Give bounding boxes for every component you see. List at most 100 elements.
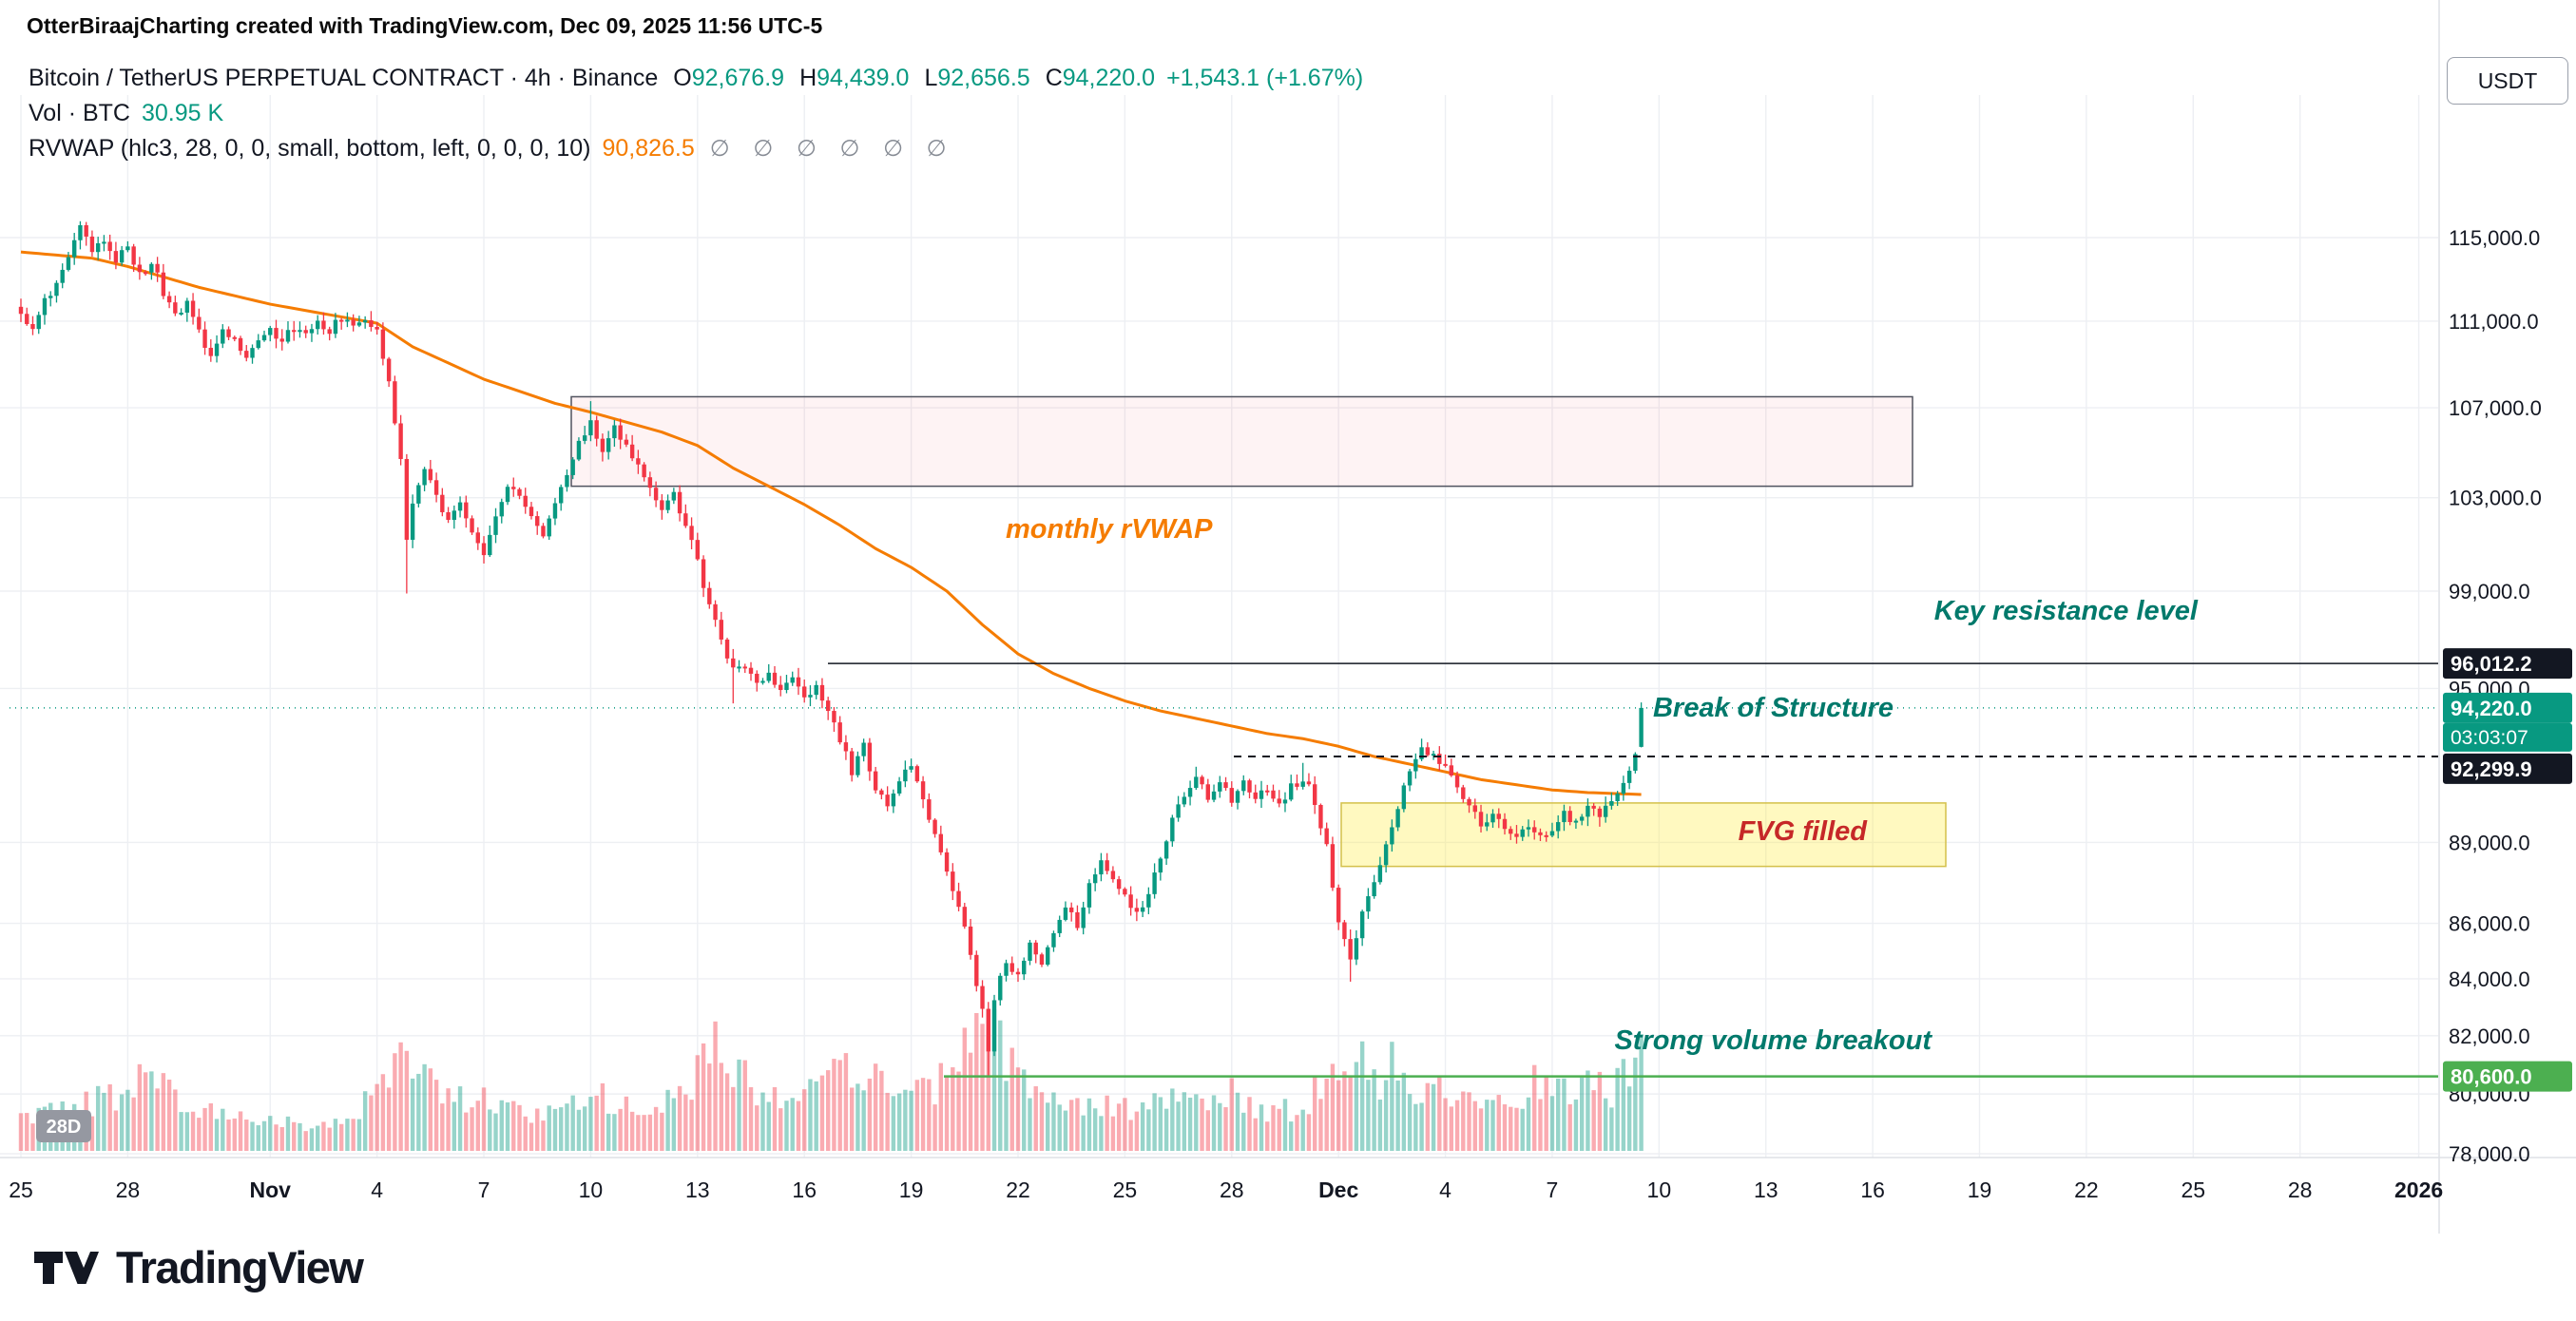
- volume-bar: [1579, 1077, 1585, 1151]
- volume-bar: [808, 1079, 813, 1151]
- candle-body: [849, 751, 855, 775]
- volume-bar: [832, 1059, 836, 1151]
- volume-bar: [202, 1107, 207, 1151]
- candle-countdown: 03:03:07: [2451, 727, 2528, 749]
- candle-body: [1449, 765, 1454, 776]
- fvg-label[interactable]: FVG filled: [1739, 816, 1869, 847]
- price-axis[interactable]: 115,000.0 111,000.0 107,000.0 103,000.0 99,0…: [2443, 226, 2572, 1166]
- volume-bar: [713, 1021, 718, 1151]
- tradingview-footer: TradingView: [32, 1241, 364, 1293]
- time-tick-label: 22: [1006, 1177, 1030, 1202]
- volume-bar: [279, 1126, 284, 1151]
- volume-bar: [173, 1089, 178, 1151]
- volume-bar: [559, 1107, 564, 1151]
- volume-bar: [1039, 1092, 1045, 1151]
- candle-body: [986, 1008, 990, 1052]
- candle-body: [137, 264, 143, 273]
- volume-breakout-price: 80,600.0: [2451, 1065, 2532, 1089]
- candle-body: [1621, 782, 1626, 795]
- monthly-rvwap-label[interactable]: monthly rVWAP: [1006, 514, 1213, 545]
- symbol-title[interactable]: Bitcoin / TetherUS PERPETUAL CONTRACT · …: [29, 65, 659, 91]
- volume-bar: [535, 1108, 540, 1151]
- volume-bar: [380, 1074, 386, 1151]
- resistance-zone-box[interactable]: [570, 395, 1913, 488]
- candle-body: [1295, 783, 1299, 787]
- volume-bar: [570, 1095, 575, 1151]
- candle-body: [1170, 817, 1175, 842]
- volume-bar: [1176, 1101, 1181, 1151]
- candle-body: [1033, 942, 1038, 955]
- candle-body: [1538, 832, 1543, 835]
- volume-bar: [493, 1113, 498, 1151]
- candle-body: [724, 639, 730, 659]
- volume-bar: [1639, 1034, 1644, 1151]
- candle-body: [1022, 960, 1027, 975]
- candle-body: [125, 246, 130, 251]
- candle-body: [991, 1000, 997, 1052]
- candle-body: [493, 516, 498, 535]
- volume-bar: [1158, 1097, 1163, 1151]
- fvg-box[interactable]: [1340, 802, 1947, 868]
- candle-body: [48, 296, 53, 298]
- candle-body: [238, 337, 243, 352]
- volume-series: [18, 1009, 1644, 1151]
- candle-body: [647, 477, 653, 488]
- candle-body: [107, 241, 112, 252]
- candle-body: [71, 239, 77, 258]
- rvwap-line[interactable]: [20, 250, 1642, 796]
- candle-body: [1015, 971, 1021, 975]
- volume-label[interactable]: Vol · BTC: [29, 100, 130, 126]
- anchor-period-badge[interactable]: [36, 1110, 91, 1142]
- candle-body: [594, 420, 599, 439]
- bos-label[interactable]: Break of Structure: [1653, 693, 1894, 723]
- time-tick-label: 7: [478, 1177, 490, 1202]
- candle-body: [250, 348, 255, 358]
- candle-body: [600, 438, 606, 452]
- candle-body: [891, 793, 896, 807]
- currency-toggle-button[interactable]: USDT: [2447, 57, 2568, 105]
- volume-breakout-label[interactable]: Strong volume breakout: [1614, 1025, 1932, 1056]
- candle-body: [232, 336, 237, 339]
- volume-bar: [1253, 1118, 1258, 1151]
- candle-body: [760, 680, 765, 683]
- volume-bar: [488, 1109, 492, 1151]
- volume-bar: [1271, 1105, 1276, 1151]
- ohlc-letter: L: [924, 65, 938, 91]
- volume-bar: [612, 1114, 617, 1151]
- volume-bar: [309, 1128, 315, 1151]
- volume-bar: [1615, 1067, 1620, 1151]
- anchor-period-badge-label: 28D: [47, 1117, 82, 1138]
- candle-body: [221, 329, 225, 344]
- candle-body: [499, 502, 504, 517]
- candle-body: [1336, 888, 1341, 923]
- volume-bar: [647, 1114, 653, 1151]
- volume-bar: [1562, 1078, 1567, 1151]
- volume-bar: [819, 1075, 825, 1151]
- time-tick-label: Nov: [250, 1177, 292, 1202]
- volume-bar: [1621, 1059, 1626, 1151]
- volume-bar: [1300, 1109, 1305, 1151]
- candle-body: [802, 686, 807, 698]
- time-tick-label: 13: [1754, 1177, 1778, 1202]
- volume-bar: [576, 1109, 582, 1151]
- candle-body: [511, 487, 516, 489]
- candle-body: [677, 491, 682, 514]
- volume-bar: [529, 1122, 534, 1151]
- volume-bar: [861, 1090, 866, 1151]
- volume-bar: [131, 1097, 136, 1151]
- ohlc-value: 94,220.0: [1062, 65, 1156, 91]
- volume-bar: [843, 1053, 849, 1151]
- candle-body: [683, 513, 688, 526]
- time-axis[interactable]: 25 28 Nov 4 7 10 13 16 19 22 25 28 Dec 4 7 10 13 16 19 22 25…: [9, 1177, 2443, 1202]
- candle-body: [1330, 844, 1336, 889]
- tradingview-logo-icon[interactable]: [32, 1247, 101, 1289]
- candle-body: [629, 444, 635, 459]
- rvwap-indicator-label[interactable]: RVWAP (hlc3, 28, 0, 0, small, bottom, le…: [29, 135, 591, 162]
- volume-bar: [737, 1059, 741, 1151]
- candle-body: [1478, 812, 1484, 827]
- key-resistance-label[interactable]: Key resistance level: [1934, 596, 2199, 626]
- candle-body: [1544, 834, 1548, 837]
- candle-body: [197, 316, 202, 330]
- candle-body: [316, 320, 320, 330]
